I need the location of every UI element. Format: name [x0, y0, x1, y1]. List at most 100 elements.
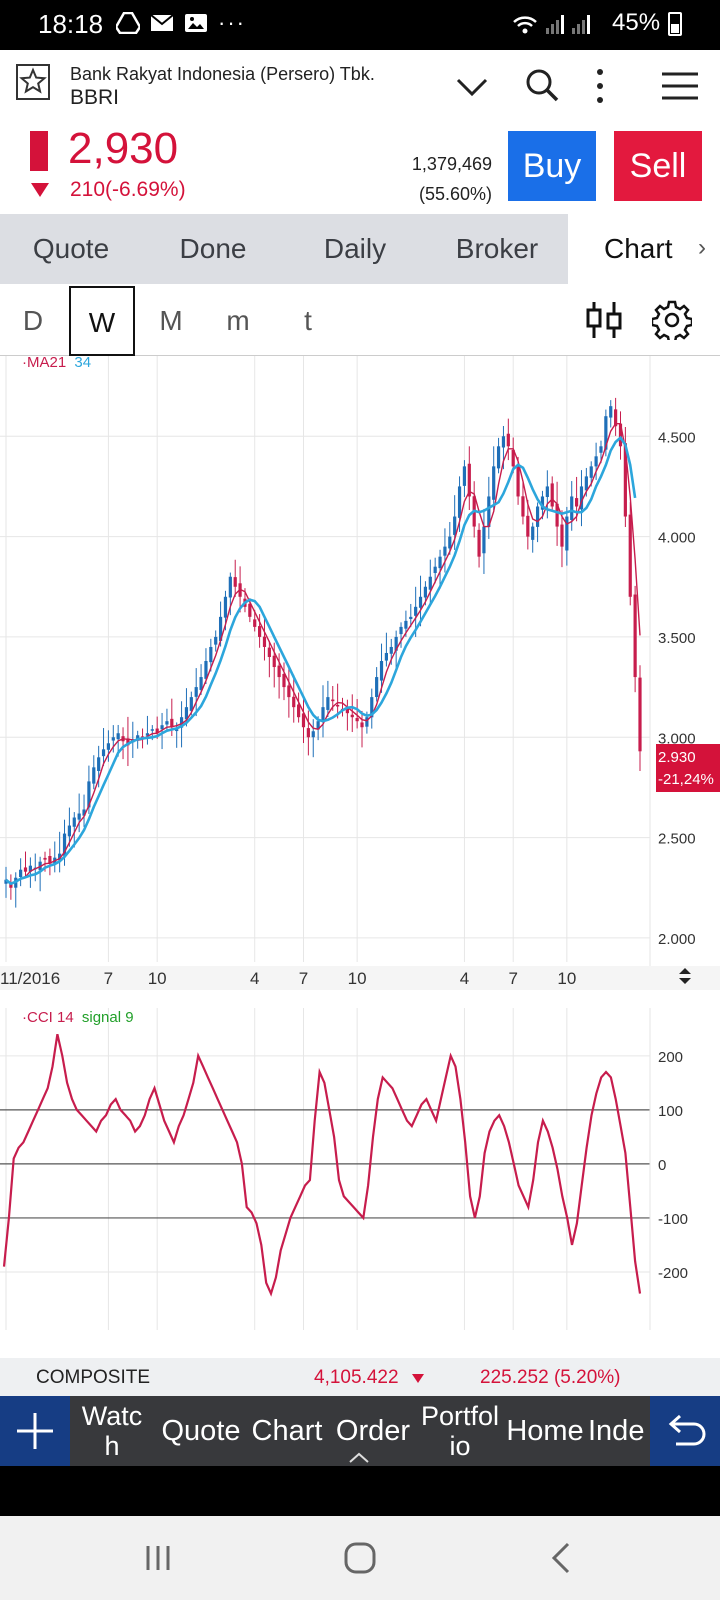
candle	[375, 667, 379, 702]
cci-y-tick-label: -200	[658, 1265, 688, 1282]
candle	[48, 848, 52, 876]
candle	[258, 614, 262, 648]
back-icon[interactable]	[542, 1538, 582, 1578]
period-tick[interactable]: t	[304, 305, 312, 336]
candle	[575, 476, 579, 522]
y-tick-label: 3.500	[658, 630, 696, 647]
signal-icon	[510, 12, 602, 36]
sell-button[interactable]: Sell	[614, 131, 702, 201]
price-chart[interactable]: 4.500 4.000 3.500 3.000 2.500 2.000 11/2016 7 1…	[0, 356, 720, 1008]
period-weekly[interactable]: W	[69, 286, 135, 356]
nav-index[interactable]: Inde	[588, 1415, 645, 1447]
period-monthly[interactable]: M	[159, 305, 183, 336]
candle	[233, 559, 237, 597]
cci-y-tick-label: 100	[658, 1103, 683, 1120]
signal-legend-label: signal 9	[82, 1009, 134, 1026]
candle	[526, 499, 530, 550]
stock-header: Bank Rakyat Indonesia (Persero) Tbk. BBR…	[0, 50, 720, 126]
candle	[360, 710, 364, 748]
x-tick-label: 10	[348, 969, 367, 988]
x-tick-label: 7	[104, 969, 113, 988]
recent-apps-icon[interactable]	[138, 1538, 178, 1578]
candle	[145, 715, 150, 745]
candle	[399, 622, 403, 648]
candle	[253, 609, 257, 632]
candle	[9, 874, 13, 900]
cci-chart[interactable]: 200 100 0 -100 -200 ·CCI 14 signal 9	[0, 1008, 720, 1358]
caret-up-icon[interactable]	[348, 1452, 370, 1464]
tab-done[interactable]: Done	[179, 233, 247, 264]
x-tick-label: 4	[460, 969, 469, 988]
candle	[340, 697, 345, 717]
tab-daily[interactable]: Daily	[323, 233, 387, 264]
candle	[204, 648, 208, 684]
company-name: Bank Rakyat Indonesia (Persero) Tbk.	[70, 64, 375, 84]
back-arrow-icon[interactable]	[650, 1396, 720, 1466]
y-tick-label: 3.000	[658, 730, 696, 747]
candle	[477, 523, 481, 568]
candle	[23, 851, 28, 878]
tab-chart[interactable]: Chart	[568, 214, 720, 284]
search-icon[interactable]	[522, 66, 562, 106]
candle	[633, 585, 637, 693]
more-vertical-icon[interactable]	[592, 66, 632, 106]
candle	[467, 446, 471, 510]
candle	[321, 685, 325, 738]
chevron-down-icon[interactable]	[452, 66, 492, 106]
battery-icon	[668, 12, 682, 36]
menu-icon[interactable]	[660, 66, 700, 106]
price-summary: 2,930 210(-6.69%) 1,379,469 (55.60%) Buy…	[0, 124, 720, 214]
tab-broker[interactable]: Broker	[455, 233, 539, 264]
candle	[579, 470, 584, 527]
last-price: 2,930	[68, 124, 179, 173]
candle	[121, 727, 125, 760]
nav-home[interactable]: Home	[506, 1415, 584, 1447]
y-tick-label: 4.000	[658, 530, 696, 547]
watchlist-star-icon[interactable]	[16, 64, 50, 100]
candle	[472, 481, 476, 538]
nav-portfolio[interactable]: Portfol io	[420, 1401, 500, 1461]
candle	[106, 730, 111, 762]
home-icon[interactable]	[340, 1538, 380, 1578]
nav-items: Watc h Quote Chart Order Portfol io Home…	[70, 1396, 650, 1466]
buy-button[interactable]: Buy	[508, 131, 596, 201]
period-minute[interactable]: m	[226, 305, 250, 336]
candle	[545, 470, 549, 519]
nav-watch[interactable]: Watc h	[81, 1401, 143, 1461]
status-bar: 18:18 ··· 45%	[0, 0, 720, 50]
period-daily[interactable]: D	[22, 305, 44, 336]
nav-chart[interactable]: Chart	[251, 1415, 323, 1447]
candle	[33, 853, 37, 882]
nav-quote[interactable]: Quote	[161, 1415, 241, 1447]
candle	[58, 831, 62, 873]
ma-slow-line	[5, 435, 637, 886]
image-icon	[184, 12, 208, 34]
add-icon[interactable]	[0, 1396, 70, 1466]
nav-order[interactable]: Order	[335, 1415, 411, 1447]
candle	[438, 549, 442, 589]
resize-handle-icon[interactable]	[679, 968, 691, 984]
ma-legend-label: ·MA21	[22, 356, 66, 371]
candle	[282, 662, 286, 701]
settings-gear-icon[interactable]	[650, 300, 694, 344]
composite-name: COMPOSITE	[36, 1367, 151, 1388]
candle	[511, 437, 515, 474]
x-tick-label: 7	[299, 969, 308, 988]
candle	[628, 502, 632, 606]
ma-legend-value: 34	[74, 356, 91, 371]
x-tick-label: 7	[508, 969, 517, 988]
candlestick-icon[interactable]	[584, 300, 624, 340]
y-tick-label: 2.500	[658, 831, 696, 848]
candle	[194, 668, 198, 717]
chevron-right-icon[interactable]: ›	[698, 234, 706, 261]
candle	[521, 481, 525, 525]
candle	[311, 719, 315, 758]
candle	[82, 794, 86, 827]
tab-quote[interactable]: Quote	[32, 233, 110, 264]
mail-icon	[150, 12, 174, 34]
candle	[370, 688, 374, 729]
volume-percent: (55.60%)	[418, 184, 492, 204]
composite-index-bar[interactable]: COMPOSITE 4,105.422 225.252 (5.20%)	[0, 1358, 720, 1396]
candle	[101, 728, 106, 767]
candle	[409, 603, 413, 628]
